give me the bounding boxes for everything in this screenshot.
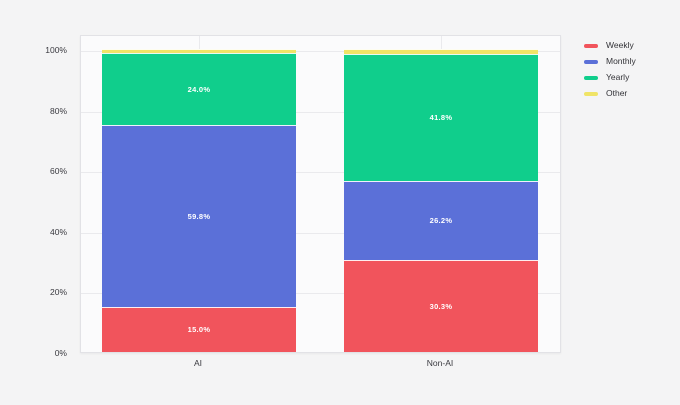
segment-value-label: 59.8% (187, 211, 211, 221)
legend: Weekly Monthly Yearly Other (584, 41, 636, 98)
legend-swatch-other (584, 91, 598, 96)
y-tick-label-40%: 40% (49, 226, 67, 237)
gridline-100% (81, 51, 560, 52)
legend-swatch-weekly (584, 43, 598, 48)
legend-item-yearly[interactable]: Yearly (584, 73, 636, 82)
segment-weekly-non-ai: 30.3% (344, 260, 538, 352)
gridline-60% (81, 172, 560, 174)
legend-item-other[interactable]: Other (584, 89, 636, 98)
y-tick-label-100%: 100% (45, 45, 67, 55)
segment-weekly-ai: 15.0% (102, 306, 296, 352)
gridline-40% (81, 232, 560, 234)
x-tick-label-non-ai: Non-AI (426, 358, 454, 368)
segment-yearly-non-ai: 41.8% (344, 54, 538, 181)
x-tick-label-ai: AI (193, 358, 203, 368)
legend-label-yearly: Yearly (606, 72, 630, 82)
segment-value-label: 24.0% (187, 84, 211, 94)
legend-label-monthly: Monthly (606, 56, 636, 66)
segment-other-non-ai (344, 49, 538, 55)
y-tick-label-20%: 20% (49, 287, 67, 298)
plot-area: 15.0% 59.8% 24.0% 30.3% 26.2% 41.8% (80, 35, 561, 353)
gridline-20% (81, 293, 560, 295)
segment-monthly-non-ai: 26.2% (344, 180, 538, 261)
segment-yearly-ai: 24.0% (102, 52, 296, 126)
legend-item-monthly[interactable]: Monthly (584, 57, 636, 66)
y-tick-label-80%: 80% (49, 105, 67, 116)
segment-value-label: 30.3% (429, 301, 453, 311)
bar-ai: 15.0% 59.8% 24.0% (102, 49, 296, 352)
gridline-80% (81, 111, 560, 113)
legend-item-weekly[interactable]: Weekly (584, 41, 636, 50)
segment-value-label: 41.8% (429, 113, 453, 123)
segment-monthly-ai: 59.8% (102, 125, 296, 307)
legend-swatch-yearly (584, 75, 598, 80)
legend-label-weekly: Weekly (606, 40, 634, 50)
segment-value-label: 15.0% (187, 325, 211, 335)
y-tick-label-0%: 0% (54, 348, 67, 358)
segment-other-ai (102, 49, 296, 53)
bar-non-ai: 30.3% 26.2% 41.8% (344, 49, 538, 352)
legend-swatch-monthly (584, 59, 598, 64)
segment-value-label: 26.2% (429, 216, 453, 226)
y-tick-label-60%: 60% (49, 166, 67, 177)
legend-label-other: Other (606, 88, 628, 98)
